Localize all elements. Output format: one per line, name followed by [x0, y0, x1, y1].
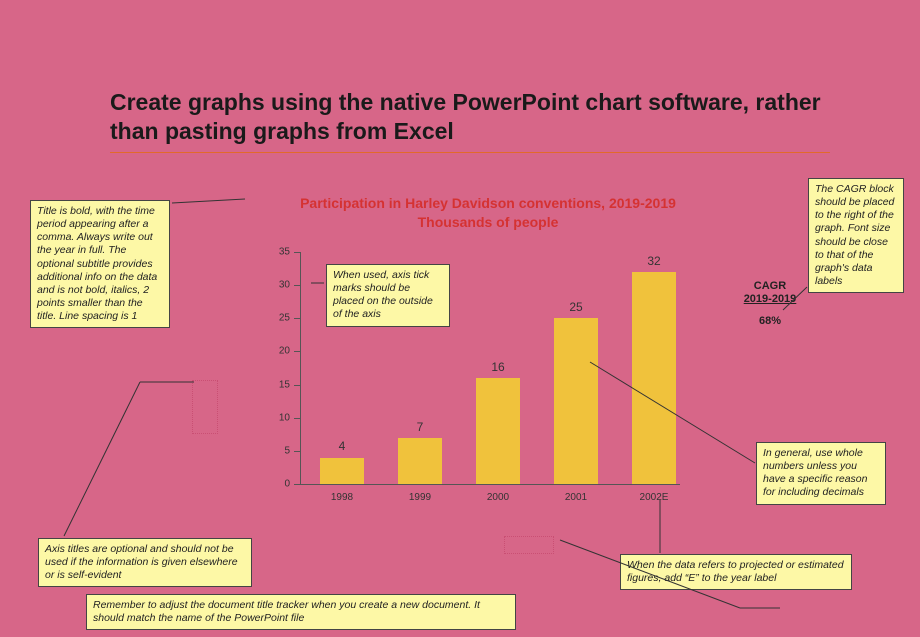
bar-value-label: 7 [398, 420, 442, 434]
y-tick-label: 0 [266, 479, 290, 490]
y-tick [294, 252, 300, 253]
bar-value-label: 32 [632, 254, 676, 268]
placeholder-box [192, 380, 218, 434]
note-ticks: When used, axis tick marks should be pla… [326, 264, 450, 327]
x-tick-label: 2000 [466, 492, 530, 503]
cagr-years: 2019-2019 [730, 293, 810, 305]
y-axis [300, 252, 301, 484]
x-tick-label: 1998 [310, 492, 374, 503]
placeholder-box [504, 536, 554, 554]
cagr-block: CAGR 2019-2019 68% [730, 280, 810, 327]
cagr-value: 68% [730, 315, 810, 327]
note-whole-numbers: In general, use whole numbers unless you… [756, 442, 886, 505]
bar-value-label: 25 [554, 300, 598, 314]
cagr-label: CAGR [730, 280, 810, 292]
y-tick [294, 385, 300, 386]
x-tick-label: 2001 [544, 492, 608, 503]
y-tick [294, 451, 300, 452]
bar [554, 318, 598, 484]
x-tick-label: 1999 [388, 492, 452, 503]
bar-value-label: 16 [476, 360, 520, 374]
y-tick-label: 35 [266, 247, 290, 258]
note-tracker: Remember to adjust the document title tr… [86, 594, 516, 630]
y-tick-label: 5 [266, 445, 290, 456]
page-heading: Create graphs using the native PowerPoin… [110, 88, 830, 146]
y-tick [294, 351, 300, 352]
bar [632, 272, 676, 484]
y-tick [294, 285, 300, 286]
y-tick [294, 318, 300, 319]
y-tick-label: 15 [266, 379, 290, 390]
y-tick-label: 25 [266, 313, 290, 324]
bar [398, 438, 442, 484]
y-tick-label: 30 [266, 280, 290, 291]
y-tick [294, 484, 300, 485]
note-cagr: The CAGR block should be placed to the r… [808, 178, 904, 293]
bar [476, 378, 520, 484]
y-tick [294, 418, 300, 419]
y-tick-label: 20 [266, 346, 290, 357]
bar [320, 458, 364, 485]
note-estimate: When the data refers to projected or est… [620, 554, 852, 590]
y-tick-label: 10 [266, 412, 290, 423]
note-axis-titles: Axis titles are optional and should not … [38, 538, 252, 587]
x-axis [300, 484, 680, 485]
bar-value-label: 4 [320, 439, 364, 453]
note-title: Title is bold, with the time period appe… [30, 200, 170, 328]
x-tick-label: 2002E [622, 492, 686, 503]
chart-subtitle: Thousands of people [248, 214, 728, 230]
heading-rule [110, 152, 830, 153]
chart-title: Participation in Harley Davidson convent… [248, 195, 728, 211]
